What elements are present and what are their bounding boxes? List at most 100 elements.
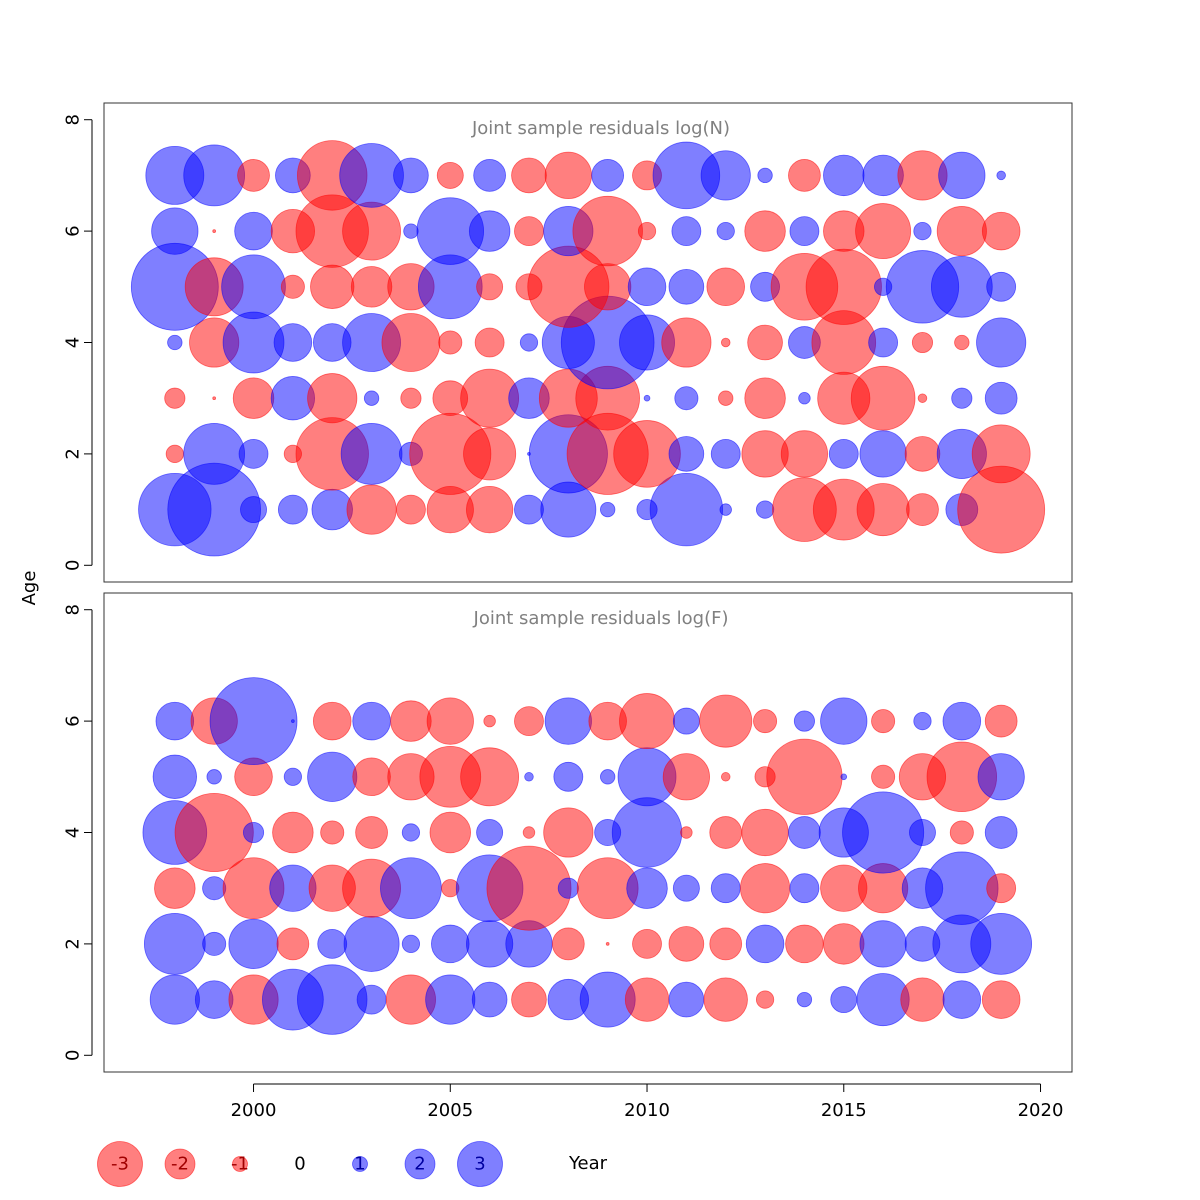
bubble-size-legend: -3 -2 -1 0 1 2 3 (97, 1141, 503, 1187)
residual-bubble (745, 924, 785, 964)
legend-bubble (232, 1156, 248, 1172)
residual-bubble (291, 719, 295, 723)
residual-bubble (342, 201, 401, 261)
legend-label: 0 (294, 1154, 305, 1175)
residual-bubble (483, 714, 496, 728)
residual-bubble (744, 377, 786, 419)
residual-bubble (431, 924, 470, 964)
residual-bubble (381, 313, 441, 372)
residual-bubble (913, 712, 932, 731)
residual-bubble (788, 816, 821, 849)
residual-bubble (703, 977, 748, 1022)
x-axis-label: Year (568, 1153, 608, 1174)
residual-bubble (165, 444, 184, 463)
legend-label: -2 (171, 1154, 189, 1175)
residual-bubble (553, 761, 584, 792)
residual-bubble (840, 773, 848, 781)
residual-bubble (680, 826, 693, 839)
residual-bubble (906, 493, 939, 526)
residual-bubble (785, 924, 824, 964)
residual-bubble (242, 821, 265, 844)
residual-bubble (984, 381, 1018, 415)
residual-bubble (981, 980, 1021, 1019)
residual-bubble (234, 211, 273, 251)
residual-bubble (976, 317, 1027, 368)
legend-label: 2 (414, 1154, 425, 1175)
residual-bubble (551, 927, 585, 961)
residual-bubble (662, 753, 710, 801)
panel-log-n-y-axis: 0 2 4 6 8 (63, 114, 93, 571)
residual-bubble (747, 324, 783, 361)
panel-log-n-title: Joint sample residuals log(N) (471, 118, 730, 139)
y-tick-label: 8 (63, 604, 84, 615)
residual-bubble (340, 423, 403, 485)
residual-bubble (463, 427, 517, 481)
residual-bubble (473, 159, 506, 192)
residual-bubble (393, 157, 429, 194)
x-tick-label: 2015 (821, 1100, 867, 1121)
residual-bubble (474, 327, 505, 358)
residual-bubble (755, 990, 775, 1009)
residual-bubble (212, 396, 217, 401)
legend-label: 1 (354, 1154, 365, 1175)
residual-bubble (149, 974, 200, 1025)
y-tick-label: 4 (63, 827, 84, 838)
residual-bubble (909, 819, 936, 846)
panel-log-f-title: Joint sample residuals log(F) (473, 608, 729, 629)
residual-bubble (611, 797, 683, 868)
panel-log-n-bubbles (130, 140, 1046, 557)
residual-bubble (709, 816, 743, 849)
residual-bubble (228, 918, 279, 969)
residual-bubble (401, 823, 421, 842)
residual-bubble (971, 424, 1031, 484)
residual-bubble (202, 876, 227, 901)
residual-bubble (624, 977, 670, 1022)
residual-bubble (355, 816, 388, 849)
residual-bubble (363, 390, 380, 406)
residual-bubble (164, 387, 186, 409)
residual-bubble (232, 377, 275, 419)
residual-bubble (238, 438, 269, 469)
residual-bubble (544, 697, 592, 745)
y-tick-label: 0 (63, 1050, 84, 1061)
residual-bubble (719, 503, 732, 516)
y-tick-label: 2 (63, 938, 84, 949)
residual-bubble (977, 753, 1025, 801)
residual-bubble (280, 274, 305, 299)
residual-bubble (904, 436, 941, 472)
x-tick-label: 2000 (231, 1100, 277, 1121)
residual-bubble (828, 438, 859, 469)
residual-bubble (744, 210, 786, 252)
residual-bubble (400, 387, 422, 409)
residual-bubble (671, 216, 702, 247)
residual-bubble (984, 704, 1018, 738)
residual-bubble (986, 271, 1017, 302)
y-tick-label: 2 (63, 448, 84, 459)
residual-bubble (850, 365, 916, 431)
residual-bubble (438, 330, 463, 355)
legend-bubble (97, 1141, 143, 1187)
x-tick-label: 2010 (624, 1100, 670, 1121)
residual-bubble (996, 170, 1006, 181)
residual-bubble (868, 327, 899, 358)
residual-bubble (668, 436, 705, 472)
residual-bubble (511, 981, 547, 1018)
y-tick-label: 6 (63, 715, 84, 726)
residual-bubble (970, 913, 1033, 975)
residual-bubble (619, 693, 675, 750)
residual-bubble (511, 157, 547, 194)
residual-bubble (426, 697, 474, 745)
residual-bubble (591, 159, 625, 192)
residual-bubble (674, 386, 699, 411)
residual-bubble (859, 920, 907, 968)
residual-bubble (194, 980, 234, 1019)
residual-bubble (403, 223, 419, 239)
residual-bubble (710, 438, 741, 469)
residual-bubble (476, 273, 504, 301)
residual-bubble (668, 981, 705, 1018)
residual-bubble (753, 709, 778, 734)
residual-bubble (352, 701, 391, 741)
residual-bubble (346, 484, 397, 535)
residual-bubble (637, 222, 657, 241)
residual-bubble (557, 877, 579, 899)
